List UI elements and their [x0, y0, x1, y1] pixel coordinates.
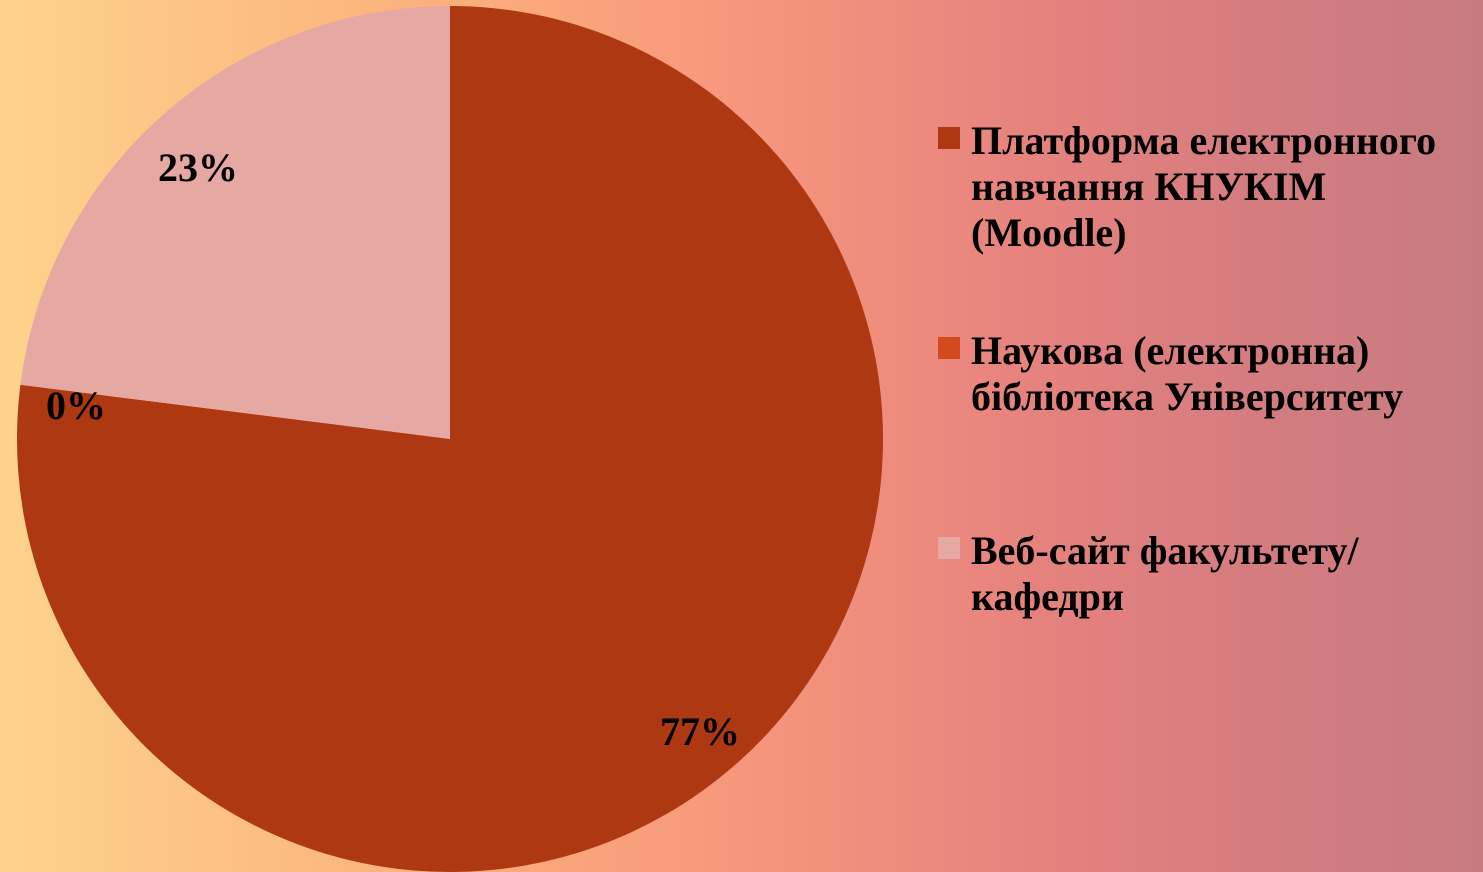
pie-slices: [17, 6, 884, 872]
legend-item-moodle: Платформа електронного навчання КНУКІМ (…: [938, 118, 1478, 256]
legend-label-moodle: Платформа електронного навчання КНУКІМ (…: [971, 118, 1437, 255]
legend-swatch-website: [938, 537, 960, 559]
legend-item-website: Веб-сайт факультету/кафедри: [938, 528, 1478, 620]
legend-item-library: Наукова (електронна) бібліотека Універси…: [938, 328, 1478, 420]
pie-data-labels: 77% 0% 23%: [46, 145, 740, 754]
data-label-website: 23%: [158, 145, 238, 190]
pie-slice-moodle: [17, 6, 884, 872]
data-label-library: 0%: [46, 383, 106, 428]
legend-swatch-moodle: [938, 127, 960, 149]
legend-label-library: Наукова (електронна) бібліотека Універси…: [971, 328, 1404, 419]
pie-slice-website: [20, 6, 450, 439]
legend-label-website: Веб-сайт факультету/кафедри: [971, 528, 1359, 619]
legend-swatch-library: [938, 337, 960, 359]
data-label-moodle: 77%: [660, 709, 740, 754]
pie-chart: 77% 0% 23%: [17, 6, 884, 872]
